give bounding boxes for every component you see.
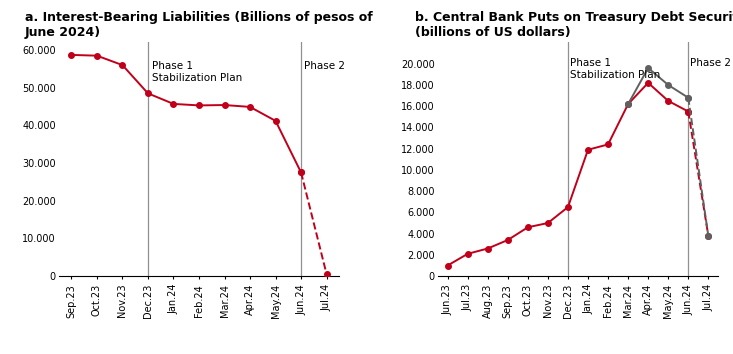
Text: Phase 2: Phase 2 (690, 58, 732, 68)
Text: Phase 2: Phase 2 (303, 61, 345, 71)
Text: Phase 1
Stabilization Plan: Phase 1 Stabilization Plan (152, 61, 242, 83)
Text: b. Central Bank Puts on Treasury Debt Securities
(billions of US dollars): b. Central Bank Puts on Treasury Debt Se… (415, 11, 733, 39)
Text: a. Interest-Bearing Liabilities (Billions of pesos of
June 2024): a. Interest-Bearing Liabilities (Billion… (25, 11, 372, 39)
Text: Phase 1
Stabilization Plan: Phase 1 Stabilization Plan (570, 58, 660, 80)
